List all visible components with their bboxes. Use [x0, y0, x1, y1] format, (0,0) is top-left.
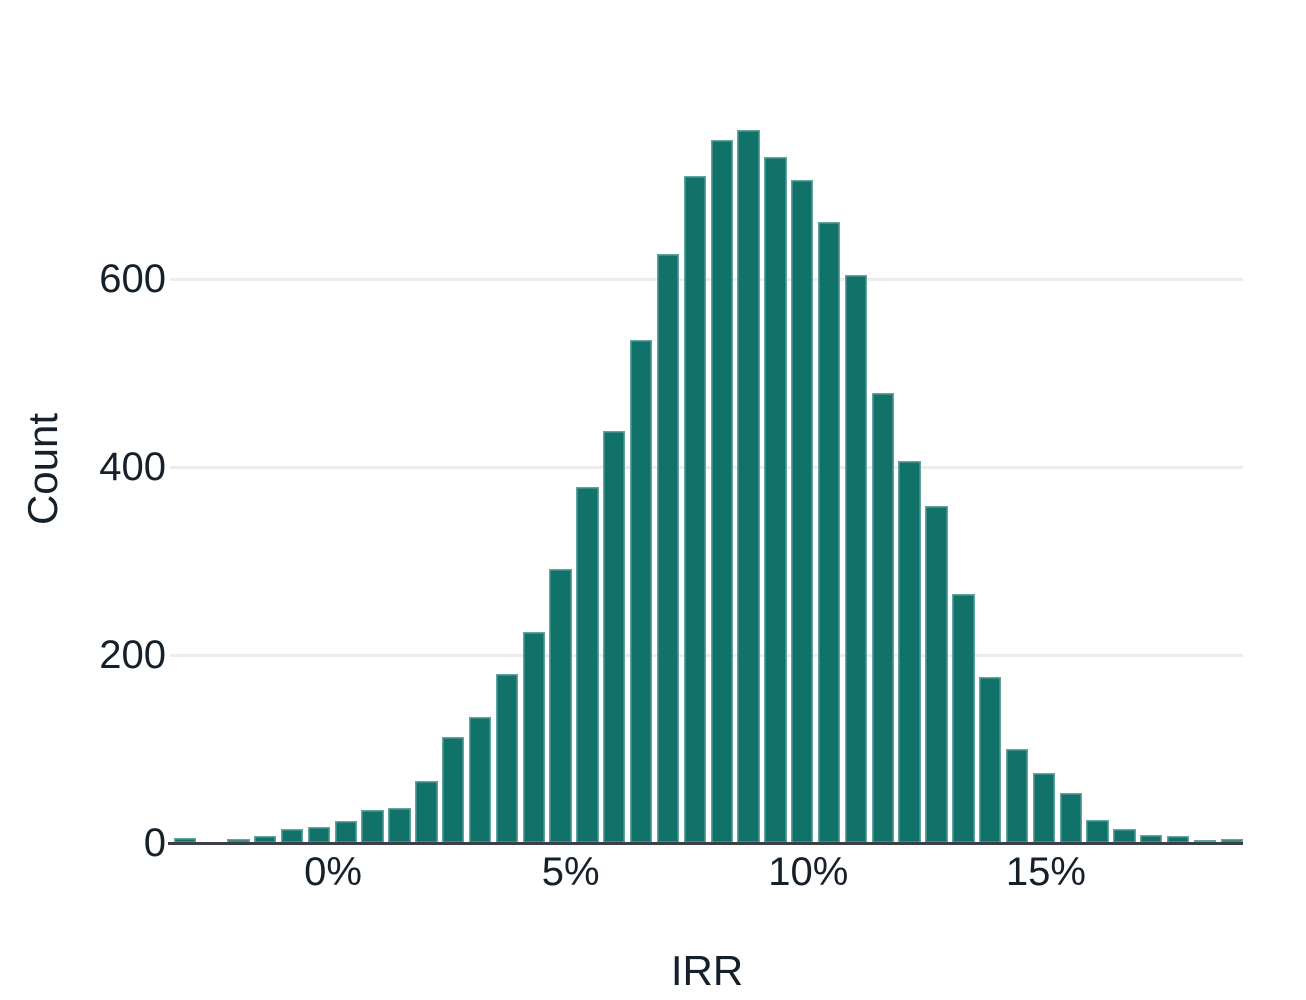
histogram-bar	[415, 780, 438, 843]
histogram-bar	[844, 275, 868, 843]
y-gridline-600	[170, 277, 1243, 281]
y-tick-label-600: 600	[99, 257, 166, 301]
histogram-bar	[442, 736, 465, 843]
histogram-bar	[334, 821, 357, 843]
histogram-bar	[683, 175, 707, 843]
histogram-bar	[307, 827, 331, 843]
histogram-bar	[1220, 839, 1244, 843]
histogram-bar	[1193, 840, 1217, 843]
histogram-bar	[468, 717, 492, 843]
histogram-bar	[361, 810, 384, 843]
y-gridline-200	[170, 653, 1243, 657]
histogram-bar	[871, 392, 894, 843]
histogram-bar	[952, 593, 975, 843]
histogram-bar	[710, 139, 733, 843]
histogram-bar	[764, 156, 787, 843]
histogram-bar	[1086, 820, 1109, 843]
x-axis-title: IRR	[670, 947, 744, 994]
histogram-bar	[898, 461, 921, 843]
histogram-bar	[1140, 834, 1163, 843]
y-tick-label-400: 400	[99, 445, 166, 489]
histogram-bar	[388, 808, 411, 843]
histogram-bar	[1005, 749, 1029, 843]
histogram-bar	[817, 221, 841, 843]
y-tick-label-200: 200	[99, 633, 166, 677]
histogram-bar	[603, 431, 626, 843]
histogram-bar	[1113, 828, 1136, 843]
x-tick-label-10%: 10%	[768, 850, 849, 894]
x-tick-label-15%: 15%	[1005, 850, 1086, 894]
histogram-bar	[737, 130, 760, 843]
x-tick-label-0%: 0%	[304, 850, 362, 894]
histogram-bar	[522, 632, 545, 843]
x-tick-label-5%: 5%	[541, 850, 600, 894]
histogram-bar	[791, 180, 814, 843]
histogram-bar	[979, 676, 1002, 843]
x-axis-line	[168, 842, 1243, 845]
histogram-bar	[495, 673, 519, 843]
y-gridline-400	[170, 465, 1243, 469]
histogram-bar	[925, 505, 948, 843]
y-tick-label-0: 0	[143, 821, 166, 865]
histogram-bar	[576, 486, 599, 843]
histogram-bar	[656, 253, 680, 843]
histogram-bar	[629, 340, 653, 843]
histogram-bar	[1032, 772, 1056, 843]
histogram-bar	[1166, 836, 1190, 843]
histogram-bar	[254, 836, 277, 843]
histogram-bar	[280, 828, 304, 843]
histogram-bar	[227, 839, 250, 843]
histogram-bar	[549, 569, 572, 843]
histogram-bar	[1059, 793, 1082, 843]
histogram-bar	[173, 838, 196, 843]
